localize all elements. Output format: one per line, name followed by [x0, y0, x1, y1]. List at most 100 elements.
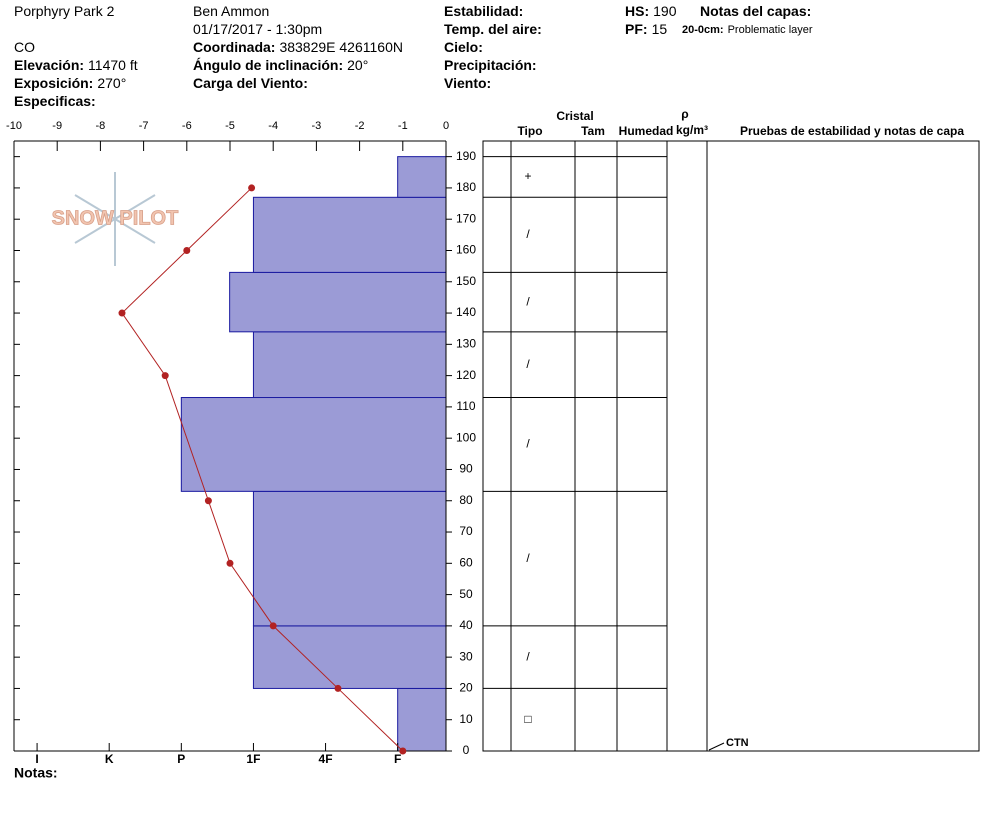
hardness-bar	[252, 331, 447, 399]
header-field: Viento:	[444, 75, 491, 91]
header-field: Elevación: 11470 ft	[14, 57, 138, 73]
temperature-point	[399, 747, 407, 755]
header-field: Exposición: 270°	[14, 75, 126, 91]
y-tick-label: 130	[456, 337, 476, 351]
col-header: ρ	[681, 107, 688, 121]
col-header: Tipo	[517, 124, 542, 138]
field-label: Coordinada:	[193, 39, 275, 55]
field-value: 01/17/2017 - 1:30pm	[193, 21, 322, 37]
temperature-point	[226, 559, 234, 567]
field-label: Notas del capas:	[700, 3, 811, 19]
hardness-bar	[252, 490, 447, 627]
col-header: Pruebas de estabilidad y notas de capa	[740, 124, 964, 138]
field-label: Precipitación:	[444, 57, 537, 73]
field-value: 270°	[97, 75, 126, 91]
x-tick-label: -10	[6, 120, 22, 132]
temperature-point	[118, 309, 126, 317]
field-value: 11470 ft	[88, 57, 138, 73]
temperature-point	[204, 497, 212, 505]
y-tick-label: 20	[459, 681, 473, 695]
header-field: Ben Ammon	[193, 3, 269, 19]
hardness-bar	[397, 687, 447, 752]
grain-type: +	[524, 169, 531, 183]
field-label: Cielo:	[444, 39, 483, 55]
logo	[74, 172, 156, 266]
header-field: HS: 190	[625, 3, 677, 19]
hardness-tick-label: 1F	[246, 752, 260, 766]
header-field: Porphyry Park 2	[14, 3, 115, 19]
test-label: CTN	[726, 737, 749, 749]
header-field: Carga del Viento:	[193, 75, 308, 91]
header-field: Notas del capas:	[700, 3, 811, 19]
y-tick-label: 60	[459, 555, 473, 569]
y-tick-label: 30	[459, 649, 473, 663]
y-tick-label: 170	[456, 211, 476, 225]
y-tick-label: 10	[459, 712, 473, 726]
field-value: 20°	[347, 57, 368, 73]
y-tick-label: 140	[456, 305, 476, 319]
y-tick-label: 70	[459, 524, 473, 538]
x-tick-label: 0	[443, 120, 449, 132]
test-arrow	[708, 742, 725, 751]
notes-label: Notas:	[14, 765, 58, 781]
header-field: Ángulo de inclinación: 20°	[193, 57, 368, 73]
hardness-bar	[229, 271, 447, 333]
temperature-point	[269, 622, 277, 630]
field-value: Ben Ammon	[193, 3, 269, 19]
grain-type: /	[526, 294, 530, 308]
x-tick-label: -8	[96, 120, 106, 132]
hardness-bar	[180, 397, 447, 492]
temperature-point	[161, 372, 169, 380]
hardness-bar	[252, 196, 447, 273]
logo-text: SNOW PILOT	[52, 207, 179, 229]
header-field: Especificas:	[14, 93, 96, 109]
hardness-tick-label: I	[35, 752, 38, 766]
temperature-point	[248, 184, 256, 192]
y-tick-label: 80	[459, 493, 473, 507]
y-tick-label: 160	[456, 243, 476, 257]
header-field: CO	[14, 39, 35, 55]
col-header: Tam	[581, 124, 605, 138]
grain-type: /	[526, 649, 530, 663]
header-field: Temp. del aire:	[444, 21, 542, 37]
temperature-point	[334, 684, 342, 692]
hardness-tick-label: P	[177, 752, 185, 766]
header-field: Estabilidad:	[444, 3, 523, 19]
field-label: 20-0cm:	[682, 24, 724, 36]
x-tick-label: -4	[268, 120, 278, 132]
x-tick-label: -5	[225, 120, 235, 132]
field-label: Carga del Viento:	[193, 75, 308, 91]
col-header: Humedad	[619, 124, 674, 138]
field-label: Especificas:	[14, 93, 96, 109]
header-field: 01/17/2017 - 1:30pm	[193, 21, 322, 37]
hardness-tick-label: 4F	[319, 752, 333, 766]
y-tick-label: 190	[456, 149, 476, 163]
y-tick-label: 120	[456, 368, 476, 382]
x-tick-label: -1	[398, 120, 408, 132]
field-label: PF:	[625, 21, 648, 37]
header-field: PF: 15	[625, 21, 667, 37]
field-value: CO	[14, 39, 35, 55]
field-value: 190	[653, 3, 677, 19]
y-tick-label: 90	[459, 462, 473, 476]
y-tick-label: 40	[459, 618, 473, 632]
temperature-point	[183, 246, 191, 254]
x-tick-label: -2	[355, 120, 365, 132]
field-label: HS:	[625, 3, 649, 19]
y-tick-label: 110	[456, 399, 475, 413]
grain-type: □	[524, 712, 531, 726]
table-frame	[482, 140, 980, 752]
x-tick-label: -7	[139, 120, 149, 132]
field-label: Exposición:	[14, 75, 93, 91]
field-label: Estabilidad:	[444, 3, 523, 19]
y-tick-label: 50	[459, 587, 473, 601]
col-header: kg/m³	[676, 123, 708, 137]
header-field: Coordinada: 383829E 4261160N	[193, 39, 403, 55]
field-label: Viento:	[444, 75, 491, 91]
y-tick-label: 100	[456, 430, 476, 444]
header-field: Cielo:	[444, 39, 483, 55]
header-field: 20-0cm: Problematic layer	[682, 24, 813, 36]
y-tick-label: 0	[463, 743, 470, 757]
grain-type: /	[526, 357, 530, 371]
